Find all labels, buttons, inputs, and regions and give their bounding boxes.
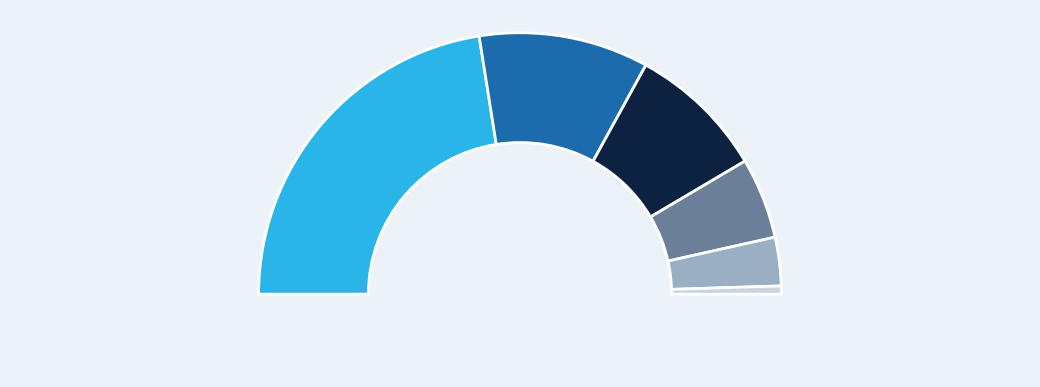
Wedge shape: [650, 161, 775, 261]
Wedge shape: [672, 286, 781, 294]
Wedge shape: [668, 237, 781, 289]
Wedge shape: [259, 36, 496, 294]
Wedge shape: [479, 33, 646, 161]
Wedge shape: [593, 65, 745, 217]
